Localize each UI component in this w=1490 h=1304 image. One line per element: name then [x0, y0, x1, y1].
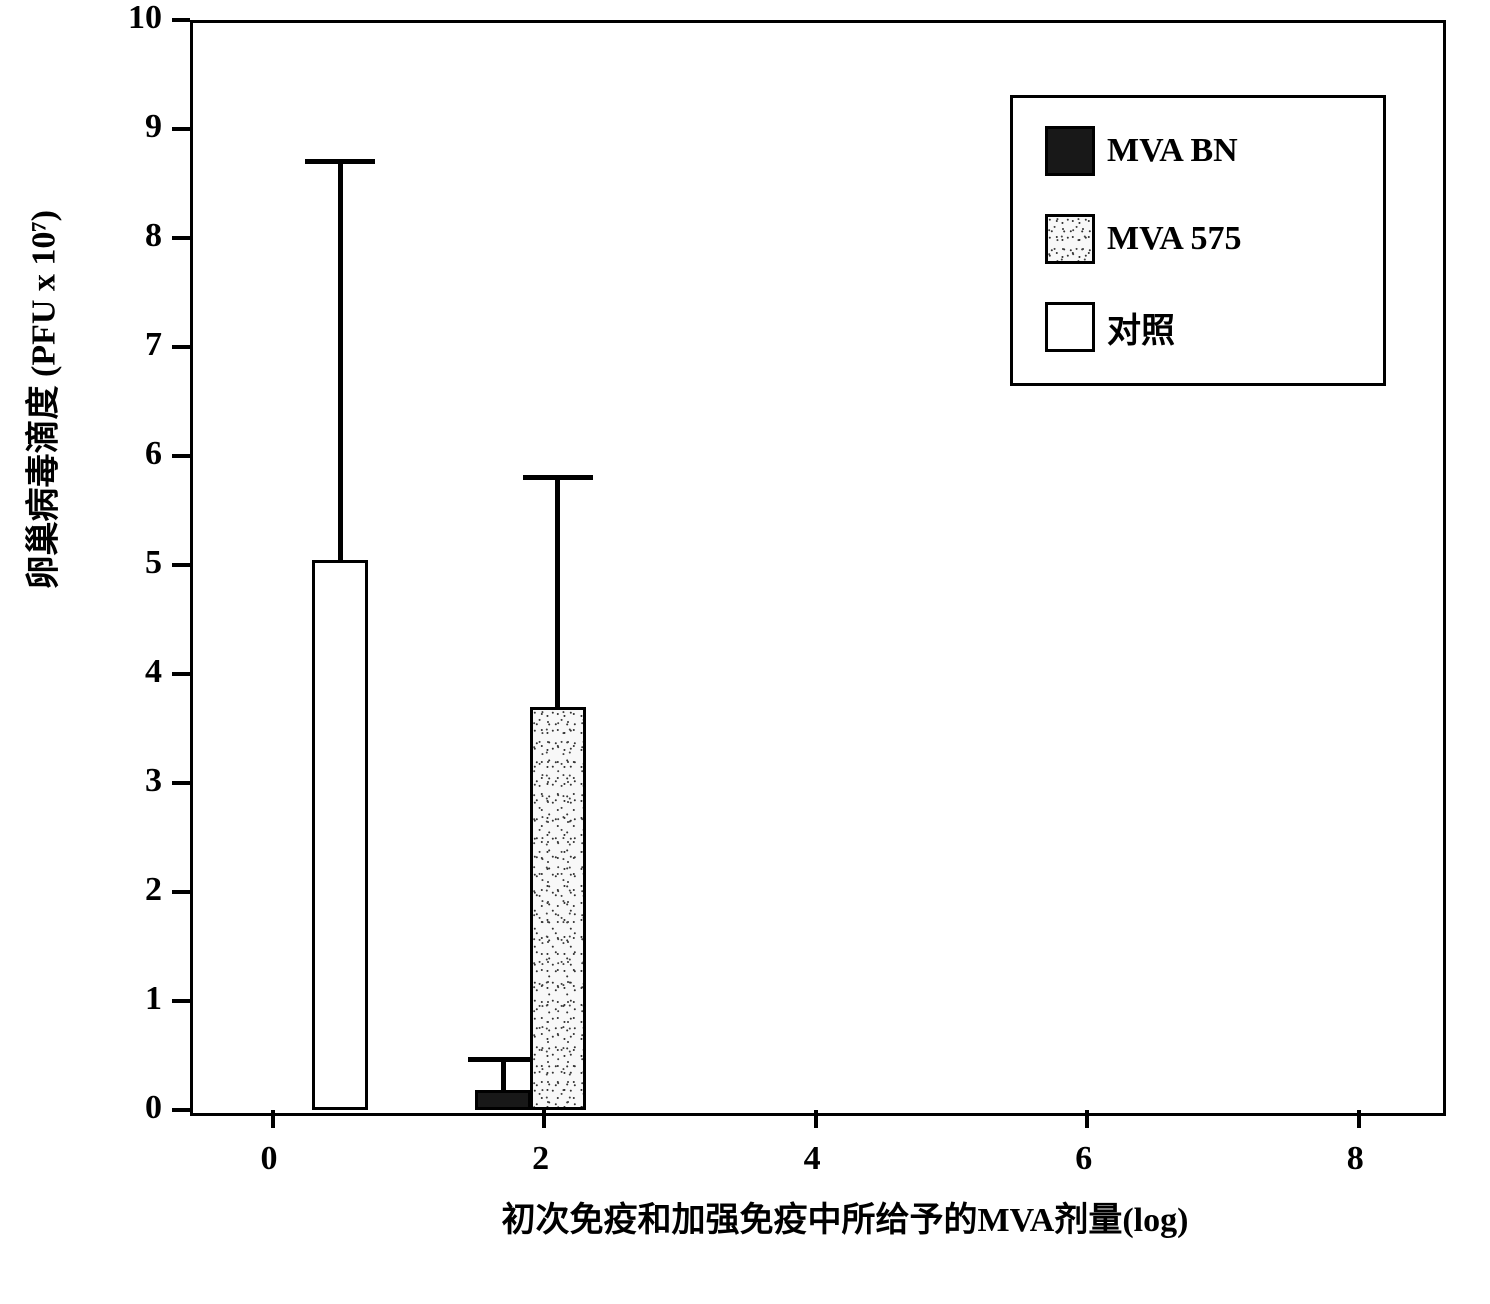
y-tick-label: 10 — [128, 0, 162, 37]
x-tick-label: 2 — [532, 1140, 549, 1178]
x-tick-mark — [271, 1110, 275, 1128]
y-tick-label: 9 — [145, 108, 162, 146]
y-tick-label: 7 — [145, 326, 162, 364]
x-tick-label: 8 — [1347, 1140, 1364, 1178]
error-bar-cap — [468, 1057, 538, 1062]
y-tick-mark — [172, 236, 190, 240]
y-tick-mark — [172, 672, 190, 676]
x-tick-label: 0 — [261, 1140, 278, 1178]
legend: MVA BN MVA 575 对照 — [1010, 95, 1386, 386]
error-bar — [555, 478, 560, 707]
y-tick-mark — [172, 345, 190, 349]
y-tick-mark — [172, 781, 190, 785]
y-tick-mark — [172, 454, 190, 458]
x-axis-label-text: 初次免疫和加强免疫中所给予的MVA剂量(log) — [502, 1202, 1189, 1239]
x-tick-mark — [1357, 1110, 1361, 1128]
bar-mva-575 — [530, 707, 586, 1110]
x-tick-mark — [814, 1110, 818, 1128]
y-tick-label: 2 — [145, 871, 162, 909]
legend-swatch — [1045, 214, 1095, 264]
error-bar-cap — [305, 159, 375, 164]
x-tick-label: 6 — [1075, 1140, 1092, 1178]
y-tick-label: 8 — [145, 217, 162, 255]
y-tick-label: 3 — [145, 762, 162, 800]
legend-swatch — [1045, 126, 1095, 176]
bar-mva-bn — [475, 1090, 531, 1110]
y-tick-mark — [172, 127, 190, 131]
y-tick-label: 6 — [145, 435, 162, 473]
error-bar — [501, 1060, 506, 1091]
error-bar-cap — [523, 475, 593, 480]
y-tick-mark — [172, 890, 190, 894]
bar-对照 — [312, 560, 368, 1110]
y-tick-mark — [172, 999, 190, 1003]
y-tick-mark — [172, 1108, 190, 1112]
chart-container: 卵巢病毒滴度 (PFU x 10⁷) 初次免疫和加强免疫中所给予的MVA剂量(l… — [0, 0, 1490, 1304]
legend-label: 对照 — [1107, 303, 1175, 352]
y-axis-label: 卵巢病毒滴度 (PFU x 10⁷) — [16, 550, 65, 590]
x-axis-label: 初次免疫和加强免疫中所给予的MVA剂量(log) — [395, 1192, 1295, 1241]
x-tick-label: 4 — [804, 1140, 821, 1178]
y-tick-mark — [172, 18, 190, 22]
legend-item: 对照 — [1045, 302, 1175, 352]
legend-label: MVA 575 — [1107, 220, 1241, 258]
x-tick-mark — [542, 1110, 546, 1128]
y-tick-label: 5 — [145, 544, 162, 582]
y-tick-mark — [172, 563, 190, 567]
legend-label: MVA BN — [1107, 132, 1238, 170]
y-tick-label: 4 — [145, 653, 162, 691]
x-tick-mark — [1085, 1110, 1089, 1128]
legend-swatch — [1045, 302, 1095, 352]
legend-item: MVA BN — [1045, 126, 1238, 176]
y-tick-label: 1 — [145, 980, 162, 1018]
legend-item: MVA 575 — [1045, 214, 1241, 264]
y-tick-label: 0 — [145, 1089, 162, 1127]
y-axis-label-text: 卵巢病毒滴度 (PFU x 10⁷) — [26, 210, 63, 589]
error-bar — [338, 162, 343, 560]
